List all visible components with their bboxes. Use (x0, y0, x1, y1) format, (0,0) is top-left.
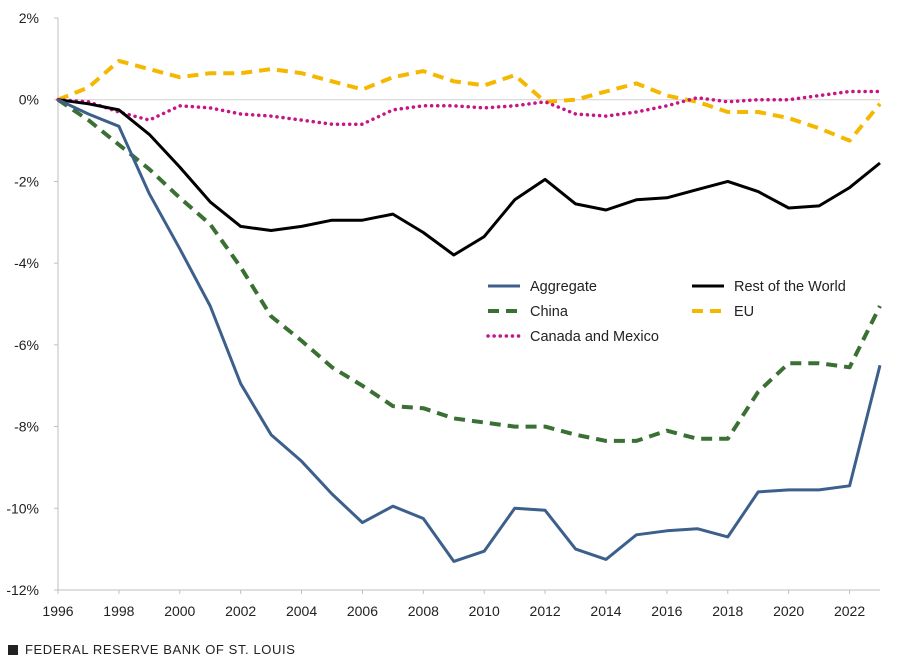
y-tick-label: -2% (14, 173, 39, 189)
x-tick-label: 2012 (530, 603, 561, 619)
x-tick-label: 1998 (103, 603, 134, 619)
chart-series (56, 58, 882, 563)
source-label: FEDERAL RESERVE BANK OF ST. LOUIS (25, 642, 296, 657)
x-tick-label: 2008 (408, 603, 439, 619)
x-tick-label: 2020 (773, 603, 804, 619)
series-line-china (56, 98, 882, 443)
series-line-rest-of-the-world (57, 98, 881, 257)
footer-source: FEDERAL RESERVE BANK OF ST. LOUIS (8, 642, 295, 657)
legend-label: Rest of the World (734, 279, 846, 295)
x-tick-label: 2000 (164, 603, 195, 619)
legend-label: Aggregate (530, 279, 597, 295)
y-tick-label: 2% (19, 10, 39, 26)
x-tick-label: 2006 (347, 603, 378, 619)
legend-item-china: China (488, 304, 569, 320)
x-tick-label: 1996 (42, 603, 73, 619)
legend-item-aggregate: Aggregate (488, 279, 597, 295)
x-tick-label: 2002 (225, 603, 256, 619)
x-tick-label: 2014 (590, 603, 621, 619)
y-tick-label: -6% (14, 337, 39, 353)
y-tick-label: -12% (6, 582, 39, 598)
chart-legend: Aggregate Rest of the World China EU Canada … (486, 279, 846, 345)
series-line-canada-and-mexico (56, 89, 882, 126)
legend-label: China (530, 304, 569, 320)
y-tick-label: -10% (6, 500, 39, 516)
series-line-aggregate (57, 98, 882, 563)
y-tick-label: 0% (19, 92, 39, 108)
legend-label: Canada and Mexico (530, 329, 659, 345)
legend-label: EU (734, 304, 754, 320)
y-tick-label: -8% (14, 419, 39, 435)
legend-item-eu: EU (692, 304, 754, 320)
x-tick-label: 2022 (834, 603, 865, 619)
x-tick-label: 2004 (286, 603, 317, 619)
square-icon (8, 644, 18, 655)
legend-item-rest-of-the-world: Rest of the World (692, 279, 846, 295)
x-tick-label: 2018 (712, 603, 743, 619)
y-tick-label: -4% (14, 255, 39, 271)
x-tick-label: 2010 (469, 603, 500, 619)
chart-axes: 2% 0% -2% -4% -6% -8% -10% -12%1996 1998 2000 2002… (6, 10, 880, 619)
series-line-eu (57, 58, 882, 143)
legend-item-canada-and-mexico: Canada and Mexico (486, 329, 659, 345)
x-tick-label: 2016 (651, 603, 682, 619)
